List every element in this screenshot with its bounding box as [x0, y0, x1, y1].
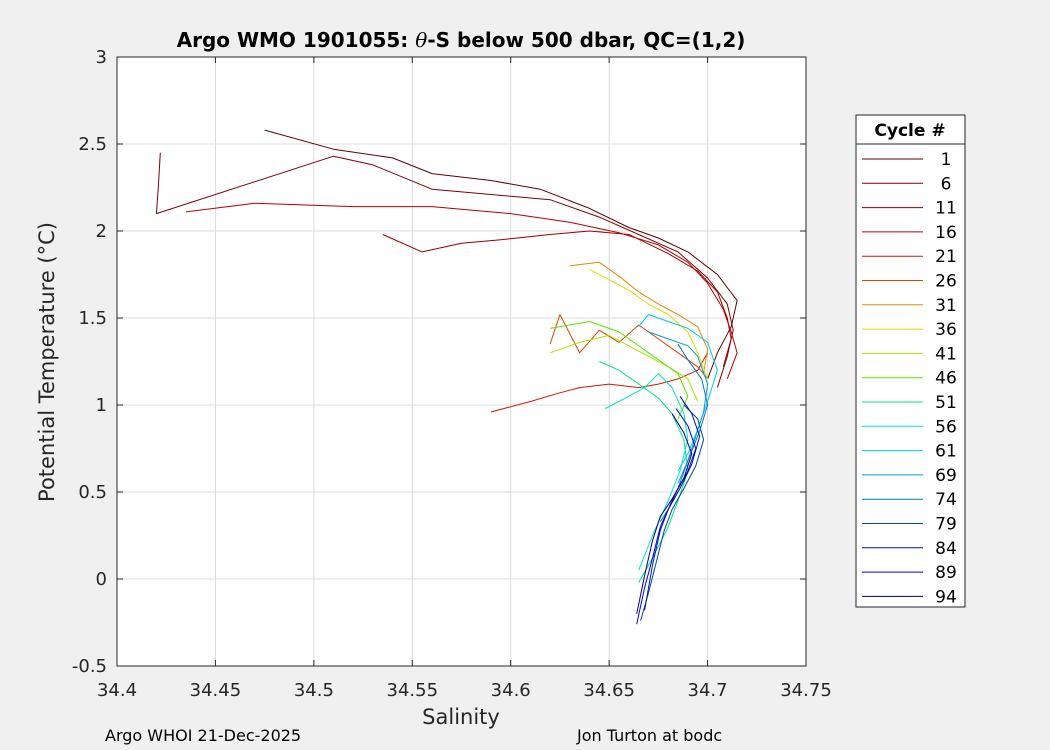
legend-box	[855, 114, 966, 608]
legend-item: 61	[862, 442, 957, 462]
legend-label: 51	[935, 393, 957, 413]
legend-item: 56	[862, 417, 957, 437]
legend-item: 26	[862, 272, 957, 292]
legend-label: 26	[935, 272, 957, 292]
y-ticks: -0.5 0 0.5 1 1.5 2 2.5 3	[72, 47, 806, 677]
y-tick-label: -0.5	[72, 656, 107, 677]
legend-item: 74	[862, 490, 957, 510]
x-tick-label: 34.75	[780, 680, 832, 701]
legend-label: 6	[941, 174, 952, 194]
legend-label: 46	[935, 369, 957, 389]
series-line-cycle-79	[640, 404, 705, 621]
series-line-cycle-31	[569, 261, 709, 374]
legend-item: 89	[862, 563, 957, 583]
series-line-cycle-94	[636, 413, 693, 614]
plot-frame	[116, 56, 807, 667]
chart-title-suffix: -S below 500 dbar, QC=(1,2)	[427, 28, 745, 52]
legend-label: 11	[935, 199, 957, 219]
series-line-cycle-41	[549, 334, 699, 402]
legend-label: 41	[935, 344, 957, 364]
x-tick-label: 34.55	[387, 680, 439, 701]
legend-label: 21	[935, 247, 957, 267]
y-tick-label: 2	[96, 221, 107, 242]
x-axis-label: Salinity	[422, 705, 500, 729]
chart-title: Argo WMO 1901055: θ-S below 500 dbar, QC…	[177, 28, 746, 52]
legend: Cycle # 16111621263136414651566169747984…	[855, 114, 966, 608]
series-line-cycle-84	[644, 396, 701, 611]
series-line-cycle-16	[185, 202, 738, 380]
y-tick-label: 1.5	[78, 308, 107, 329]
x-tick-label: 34.65	[583, 680, 635, 701]
y-tick-label: 2.5	[78, 134, 107, 155]
x-tick-label: 34.5	[294, 680, 334, 701]
legend-item: 16	[862, 223, 957, 243]
y-tick-label: 1	[96, 395, 107, 416]
legend-item: 11	[862, 199, 957, 219]
legend-item: 21	[862, 247, 957, 267]
series-line-cycle-6	[155, 152, 734, 388]
x-tick-label: 34.4	[97, 680, 137, 701]
legend-item: 41	[862, 344, 957, 364]
legend-item: 69	[862, 466, 957, 486]
legend-label: 74	[935, 490, 957, 510]
y-tick-label: 0.5	[78, 482, 107, 503]
legend-label: 61	[935, 442, 957, 462]
series-line-cycle-21	[490, 352, 709, 413]
legend-title: Cycle #	[874, 121, 945, 141]
y-axis-label: Potential Temperature (°C)	[35, 222, 59, 502]
legend-label: 56	[935, 417, 957, 437]
x-tick-label: 34.7	[688, 680, 728, 701]
legend-item: 31	[862, 296, 957, 316]
legend-label: 1	[941, 150, 952, 170]
series-line-cycle-11	[382, 230, 732, 367]
chart-title-symbol: θ	[415, 28, 427, 52]
y-tick-label: 0	[96, 569, 107, 590]
series-group	[155, 129, 738, 625]
legend-item: 94	[862, 587, 957, 607]
legend-label: 84	[935, 539, 957, 559]
x-ticks: 34.4 34.45 34.5 34.55 34.6 34.65 34.7 34.75	[97, 57, 832, 701]
legend-label: 89	[935, 563, 957, 583]
chart-title-prefix: Argo WMO 1901055:	[177, 28, 416, 52]
legend-label: 36	[935, 320, 957, 340]
footer-right: Jon Turton at bodc	[577, 726, 723, 745]
legend-item: 36	[862, 320, 957, 340]
legend-item: 51	[862, 393, 957, 413]
footer-left: Argo WHOI 21-Dec-2025	[105, 726, 302, 745]
legend-item: 6	[862, 174, 951, 194]
series-line-cycle-36	[589, 268, 709, 380]
legend-label: 16	[935, 223, 957, 243]
y-tick-label: 3	[96, 47, 107, 68]
legend-label: 94	[935, 587, 957, 607]
legend-label: 69	[935, 466, 957, 486]
legend-item: 79	[862, 515, 957, 535]
series-line-cycle-89	[636, 408, 697, 625]
x-tick-label: 34.6	[491, 680, 531, 701]
series-line-cycle-1	[264, 129, 738, 380]
series-line-cycle-46	[550, 321, 689, 420]
legend-label: 79	[935, 515, 957, 535]
legend-item: 46	[862, 369, 957, 389]
series-line-cycle-69	[648, 331, 709, 484]
legend-label: 31	[935, 296, 957, 316]
legend-item: 84	[862, 539, 957, 559]
x-tick-label: 34.45	[190, 680, 242, 701]
legend-item: 1	[862, 150, 951, 170]
series-line-cycle-61	[638, 314, 718, 472]
